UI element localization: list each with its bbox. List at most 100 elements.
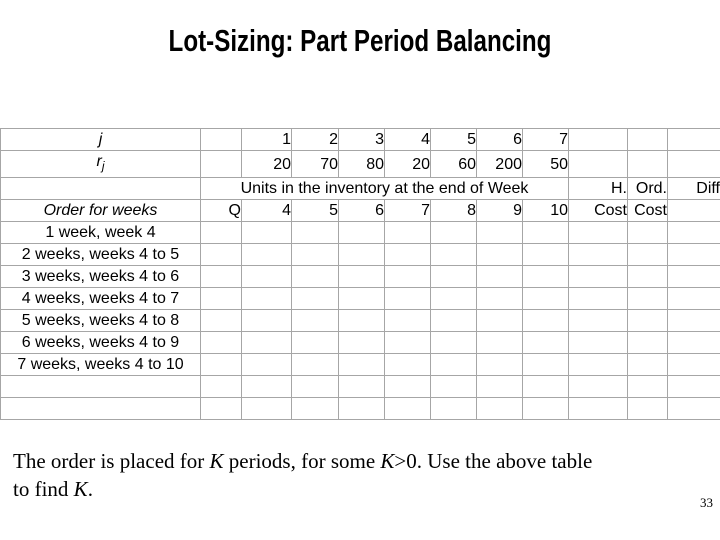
empty-cell <box>667 397 720 421</box>
empty-cell <box>384 309 431 333</box>
footer-text-segment: to find <box>13 477 74 501</box>
empty-cell <box>522 287 569 311</box>
empty-cell <box>568 265 628 289</box>
q-label-cell: Q <box>200 199 242 223</box>
empty-cell <box>291 243 339 267</box>
variable-k: K <box>209 449 224 473</box>
footer-line-2: to find K. <box>13 475 592 503</box>
empty-cell <box>338 265 385 289</box>
order-option-label-cell: 1 week, week 4 <box>0 221 201 245</box>
empty-cell <box>568 375 628 399</box>
table-row-option: 5 weeks, weeks 4 to 8 <box>0 309 720 333</box>
empty-cell <box>200 243 242 267</box>
demand-value-cell: 70 <box>291 149 339 179</box>
empty-cell <box>568 149 628 179</box>
empty-cell <box>627 287 668 311</box>
empty-cell <box>627 265 668 289</box>
variable-k: K <box>380 449 395 473</box>
empty-cell <box>200 128 242 151</box>
empty-cell <box>291 265 339 289</box>
period-index-cell: 7 <box>522 128 569 151</box>
empty-cell <box>522 243 569 267</box>
demand-value-cell: 80 <box>338 149 385 179</box>
empty-cell <box>627 128 668 151</box>
empty-cell <box>627 353 668 377</box>
order-for-weeks-label-cell: Order for weeks <box>0 199 201 223</box>
period-index-cell: 5 <box>430 128 477 151</box>
empty-cell <box>522 309 569 333</box>
empty-cell <box>200 287 242 311</box>
empty-cell <box>338 287 385 311</box>
empty-cell <box>384 221 431 245</box>
week-number-cell: 10 <box>522 199 569 223</box>
week-number-cell: 9 <box>476 199 523 223</box>
empty-cell <box>522 353 569 377</box>
empty-cell <box>291 331 339 355</box>
empty-cell <box>384 287 431 311</box>
order-option-label-cell: 3 weeks, weeks 4 to 6 <box>0 265 201 289</box>
order-option-label-cell: 4 weeks, weeks 4 to 7 <box>0 287 201 311</box>
table-row-j: j 1 2 3 4 5 6 7 <box>0 128 720 151</box>
r-label-base: r <box>96 153 102 170</box>
demand-value-cell: 60 <box>430 149 477 179</box>
table-row-option: 2 weeks, weeks 4 to 5 <box>0 243 720 267</box>
empty-cell <box>338 331 385 355</box>
empty-cell <box>667 375 720 399</box>
empty-cell <box>522 221 569 245</box>
empty-cell <box>667 287 720 311</box>
table-row-inventory-header: Units in the inventory at the end of Wee… <box>0 177 720 201</box>
empty-cell <box>200 149 242 179</box>
week-number-cell: 4 <box>241 199 292 223</box>
week-number-cell: 7 <box>384 199 431 223</box>
empty-cell <box>568 309 628 333</box>
period-index-cell: 1 <box>241 128 292 151</box>
empty-cell <box>667 309 720 333</box>
period-index-cell: 2 <box>291 128 339 151</box>
empty-cell <box>384 375 431 399</box>
table-row-order-header: Order for weeks Q 4 5 6 7 8 9 10 Cost Co… <box>0 199 720 223</box>
empty-cell <box>476 265 523 289</box>
empty-cell <box>627 221 668 245</box>
empty-cell <box>291 375 339 399</box>
order-option-label-cell: 5 weeks, weeks 4 to 8 <box>0 309 201 333</box>
empty-cell <box>291 353 339 377</box>
empty-cell <box>568 331 628 355</box>
table-row-empty <box>0 397 720 421</box>
empty-cell <box>0 177 201 201</box>
empty-cell <box>241 397 292 421</box>
holding-cost-header-cell: H. <box>568 177 628 201</box>
empty-cell <box>568 128 628 151</box>
empty-cell <box>291 221 339 245</box>
order-option-label-cell: 2 weeks, weeks 4 to 5 <box>0 243 201 267</box>
table-row-option: 6 weeks, weeks 4 to 9 <box>0 331 720 355</box>
empty-cell <box>241 243 292 267</box>
empty-cell <box>338 375 385 399</box>
period-index-cell: 4 <box>384 128 431 151</box>
footer-text-segment: periods, for some <box>223 449 381 473</box>
week-number-cell: 8 <box>430 199 477 223</box>
empty-cell <box>241 353 292 377</box>
table-row-option: 3 weeks, weeks 4 to 6 <box>0 265 720 289</box>
empty-cell <box>667 265 720 289</box>
empty-cell <box>627 331 668 355</box>
empty-cell <box>430 243 477 267</box>
empty-cell <box>667 243 720 267</box>
empty-cell <box>430 331 477 355</box>
empty-cell <box>667 149 720 179</box>
empty-cell <box>627 397 668 421</box>
empty-cell <box>200 397 242 421</box>
ordering-cost-header-cell: Ord. <box>627 177 668 201</box>
empty-cell <box>627 149 668 179</box>
lot-sizing-table: j 1 2 3 4 5 6 7 rj 20 70 80 20 60 200 50 <box>0 128 720 421</box>
empty-cell <box>627 243 668 267</box>
variable-k: K <box>73 477 88 501</box>
period-index-cell: 3 <box>338 128 385 151</box>
empty-cell <box>476 243 523 267</box>
empty-cell <box>241 265 292 289</box>
empty-cell <box>476 375 523 399</box>
empty-cell <box>430 265 477 289</box>
empty-cell <box>522 265 569 289</box>
empty-cell <box>627 309 668 333</box>
demand-value-cell: 200 <box>476 149 523 179</box>
